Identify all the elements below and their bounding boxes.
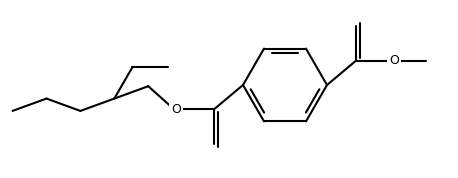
Text: O: O	[389, 54, 399, 67]
Text: O: O	[171, 103, 181, 116]
